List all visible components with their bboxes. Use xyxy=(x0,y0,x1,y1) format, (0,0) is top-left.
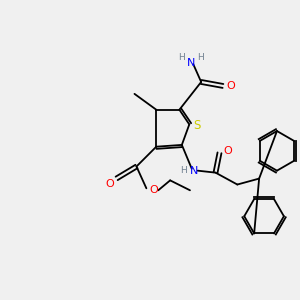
Text: H: H xyxy=(197,53,204,62)
Text: S: S xyxy=(194,119,201,132)
Text: O: O xyxy=(105,179,114,189)
Text: N: N xyxy=(187,58,196,68)
Text: N: N xyxy=(190,166,198,176)
Text: O: O xyxy=(223,146,232,156)
Text: O: O xyxy=(149,185,158,195)
Text: O: O xyxy=(226,81,235,91)
Text: H: H xyxy=(178,53,185,62)
Text: H: H xyxy=(181,166,187,175)
